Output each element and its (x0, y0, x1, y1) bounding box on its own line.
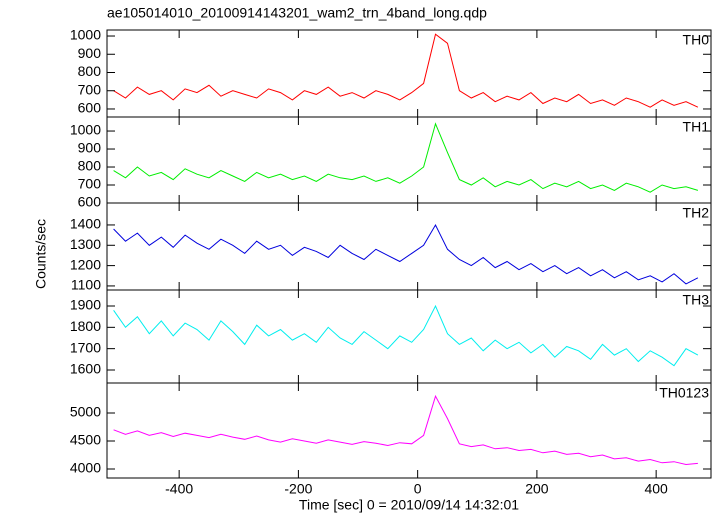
y-axis-label: Counts/sec (33, 219, 49, 289)
y-tick-label: 600 (78, 194, 102, 210)
y-tick-label: 4500 (70, 432, 101, 448)
panel-name: TH1 (683, 119, 710, 135)
y-tick-label: 1100 (71, 277, 101, 293)
y-tick-label: 900 (78, 45, 102, 61)
data-line (113, 394, 698, 466)
y-tick-label: 1900 (70, 297, 101, 313)
data-line (113, 304, 699, 367)
y-tick-label: 1800 (70, 318, 101, 334)
panel-name: TH0 (683, 32, 710, 48)
y-tick-label: 1300 (70, 236, 101, 252)
y-tick-label: 1700 (70, 339, 101, 355)
y-tick-label: 700 (78, 176, 102, 192)
y-tick-label: 5000 (70, 404, 101, 420)
panel-name: TH0123 (659, 385, 709, 401)
panel-frame (106, 289, 712, 384)
x-tick-label: 200 (525, 481, 549, 497)
x-axis-label: Time [sec] 0 = 2010/09/14 14:32:01 (299, 497, 519, 513)
chart-title: ae105014010_20100914143201_wam2_trn_4ban… (107, 5, 487, 21)
x-tick-label: -200 (284, 481, 312, 497)
y-tick-label: 800 (78, 158, 102, 174)
y-tick-label: 1200 (70, 256, 101, 272)
panel-frame (106, 202, 712, 291)
y-tick-label: 1000 (70, 27, 101, 43)
y-tick-label: 800 (78, 63, 102, 79)
panel-name: TH2 (683, 205, 710, 221)
panel-frame (106, 29, 712, 118)
panel-frame (106, 382, 712, 479)
panel-name: TH3 (683, 292, 710, 308)
y-tick-label: 700 (78, 81, 102, 97)
data-line (113, 33, 699, 108)
y-tick-label: 4000 (70, 460, 101, 476)
y-tick-label: 900 (78, 140, 102, 156)
data-line (113, 122, 699, 193)
y-tick-label: 1400 (70, 216, 101, 232)
y-tick-label: 1000 (70, 122, 101, 138)
x-tick-label: 400 (644, 481, 668, 497)
y-tick-label: 1600 (70, 361, 101, 377)
x-tick-label: 0 (414, 481, 422, 497)
data-line (113, 223, 699, 285)
x-tick-label: -400 (165, 481, 193, 497)
panel-frame (106, 116, 712, 204)
y-tick-label: 600 (78, 100, 102, 116)
